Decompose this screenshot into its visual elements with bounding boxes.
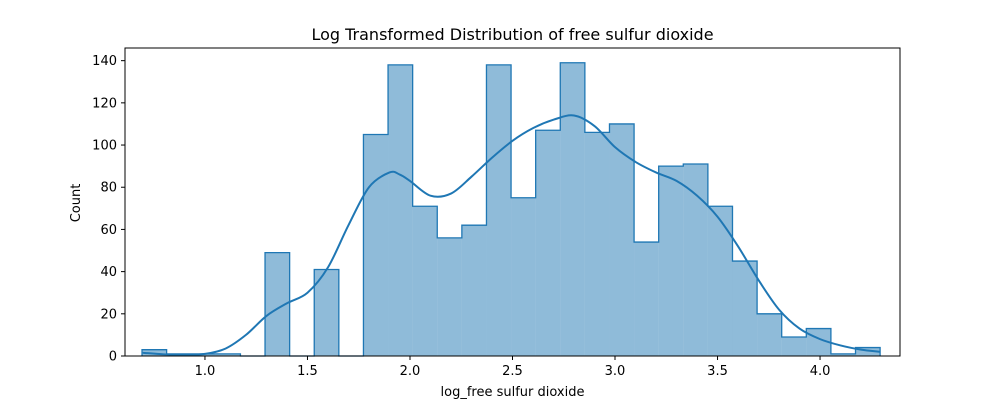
histogram-bar-12 <box>437 237 462 356</box>
y-tick-label: 120 <box>92 96 117 111</box>
histogram-bar-24 <box>732 261 758 356</box>
histogram-bar-23 <box>707 206 733 356</box>
y-tick-label: 0 <box>109 350 117 365</box>
bars-layer <box>141 62 881 357</box>
histogram-bar-21 <box>658 166 684 356</box>
histogram-bar-9 <box>363 134 389 356</box>
histogram-bar-11 <box>412 206 438 356</box>
histogram-bar-22 <box>683 164 708 356</box>
histogram-bar-7 <box>314 269 339 356</box>
chart-title: Log Transformed Distribution of free sul… <box>311 25 713 44</box>
y-tick-label: 80 <box>100 181 117 196</box>
histogram-outline <box>141 62 881 357</box>
kde-line <box>142 114 881 356</box>
histogram-bar-20 <box>634 242 659 356</box>
x-tick-label: 1.0 <box>195 364 216 379</box>
x-tick-label: 3.5 <box>707 364 728 379</box>
histogram-bar-13 <box>461 225 487 356</box>
histogram-bar-18 <box>584 132 610 356</box>
x-tick-label: 1.5 <box>297 364 318 379</box>
histogram-bar-26 <box>781 337 807 356</box>
y-tick-label: 140 <box>92 54 117 69</box>
axes-layer: 1.0 1.5 2.0 2.5 3.0 3.5 4.0 0 20 40 60 80 100 120 140 <box>92 47 901 379</box>
histogram-bar-28 <box>830 353 856 356</box>
x-axis-title: log_free sulfur dioxide <box>441 385 585 400</box>
x-tick-label: 2.5 <box>502 364 523 379</box>
y-tick-label: 60 <box>100 223 117 238</box>
x-tick-label: 2.0 <box>400 364 421 379</box>
histogram-bar-14 <box>486 64 512 356</box>
histogram-bar-29 <box>855 347 881 356</box>
histogram-bar-15 <box>511 197 536 356</box>
y-tick-label: 100 <box>92 139 117 154</box>
histogram-bar-16 <box>535 130 561 356</box>
x-tick-label: 4.0 <box>810 364 831 379</box>
x-tick-label: 3.0 <box>605 364 626 379</box>
y-tick-label: 40 <box>100 265 117 280</box>
histogram-bar-10 <box>388 64 413 356</box>
histogram-bar-3 <box>215 353 241 356</box>
histogram-bar-17 <box>560 62 585 357</box>
y-tick-label: 20 <box>100 307 117 322</box>
histogram-bar-25 <box>757 313 782 356</box>
histogram-bar-19 <box>609 123 635 356</box>
y-axis-title: Count <box>69 184 84 223</box>
